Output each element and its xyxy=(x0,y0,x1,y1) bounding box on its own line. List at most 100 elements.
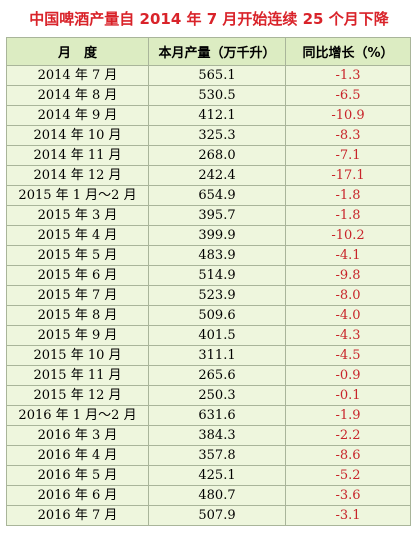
month-cell: 2015 年 12 月 xyxy=(6,385,149,406)
growth-cell: -4.3 xyxy=(285,325,411,346)
table-row: 2014 年 12 月 242.4 -17.1 xyxy=(6,165,411,186)
month-cell: 2016 年 3 月 xyxy=(6,425,149,446)
output-cell: 483.9 xyxy=(148,245,286,266)
table: 月 度本月产量（万千升） 同比增长（%） 2014 年 7 月 565.1 -1.3 2… xyxy=(6,37,411,526)
month-cell: 2015 年 5 月 xyxy=(6,245,149,266)
month-cell: 2014 年 8 月 xyxy=(6,85,149,106)
output-cell: 401.5 xyxy=(148,325,286,346)
output-cell: 507.9 xyxy=(148,505,286,526)
header-row: 月 度本月产量（万千升） 同比增长（%） xyxy=(6,37,411,66)
table-row: 2015 年 5 月 483.9 -4.1 xyxy=(6,245,411,266)
month-cell: 2015 年 4 月 xyxy=(6,225,149,246)
table-row: 2014 年 8 月 530.5 -6.5 xyxy=(6,85,411,106)
table-row: 2015 年 7 月 523.9 -8.0 xyxy=(6,285,411,306)
output-cell: 530.5 xyxy=(148,85,286,106)
output-cell: 509.6 xyxy=(148,305,286,326)
output-cell: 250.3 xyxy=(148,385,286,406)
table-row: 2014 年 11 月 268.0 -7.1 xyxy=(6,145,411,166)
header-cell: 本月产量（万千升） xyxy=(148,37,286,66)
output-cell: 565.1 xyxy=(148,65,286,86)
output-cell: 357.8 xyxy=(148,445,286,466)
month-cell: 2015 年 7 月 xyxy=(6,285,149,306)
table-row: 2015 年 1 月～2 月 654.9 -1.8 xyxy=(6,185,411,206)
output-cell: 311.1 xyxy=(148,345,286,366)
table-row: 2016 年 1 月～2 月 631.6 -1.9 xyxy=(6,405,411,426)
table-row: 2016 年 3 月 384.3 -2.2 xyxy=(6,425,411,446)
month-cell: 2015 年 9 月 xyxy=(6,325,149,346)
growth-cell: -1.8 xyxy=(285,185,411,206)
month-cell: 2016 年 7 月 xyxy=(6,505,149,526)
growth-cell: -9.8 xyxy=(285,265,411,286)
table-row: 2015 年 12 月 250.3 -0.1 xyxy=(6,385,411,406)
month-cell: 2015 年 8 月 xyxy=(6,305,149,326)
growth-cell: -2.2 xyxy=(285,425,411,446)
growth-cell: -3.6 xyxy=(285,485,411,506)
month-cell: 2015 年 3 月 xyxy=(6,205,149,226)
output-cell: 514.9 xyxy=(148,265,286,286)
table-row: 2014 年 10 月 325.3 -8.3 xyxy=(6,125,411,146)
month-cell: 2015 年 10 月 xyxy=(6,345,149,366)
growth-cell: -4.0 xyxy=(285,305,411,326)
table-row: 2015 年 3 月 395.7 -1.8 xyxy=(6,205,411,226)
output-cell: 268.0 xyxy=(148,145,286,166)
table-row: 2015 年 9 月 401.5 -4.3 xyxy=(6,325,411,346)
month-cell: 2014 年 10 月 xyxy=(6,125,149,146)
month-cell: 2015 年 1 月～2 月 xyxy=(6,185,149,206)
month-cell: 2015 年 6 月 xyxy=(6,265,149,286)
table-row: 2014 年 7 月 565.1 -1.3 xyxy=(6,65,411,86)
growth-cell: -1.8 xyxy=(285,205,411,226)
growth-cell: -17.1 xyxy=(285,165,411,186)
table-row: 2016 年 6 月 480.7 -3.6 xyxy=(6,485,411,506)
growth-cell: -10.9 xyxy=(285,105,411,126)
table-row: 2015 年 10 月 311.1 -4.5 xyxy=(6,345,411,366)
growth-cell: -8.3 xyxy=(285,125,411,146)
table-row: 2016 年 4 月 357.8 -8.6 xyxy=(6,445,411,466)
table-row: 2015 年 6 月 514.9 -9.8 xyxy=(6,265,411,286)
growth-cell: -4.5 xyxy=(285,345,411,366)
month-cell: 2014 年 12 月 xyxy=(6,165,149,186)
table-row: 2015 年 11 月 265.6 -0.9 xyxy=(6,365,411,386)
output-cell: 412.1 xyxy=(148,105,286,126)
growth-cell: -0.1 xyxy=(285,385,411,406)
growth-cell: -4.1 xyxy=(285,245,411,266)
output-cell: 325.3 xyxy=(148,125,286,146)
table-body: 2014 年 7 月 565.1 -1.3 2014 年 8 月 530.5 -6.5 20… xyxy=(6,65,411,526)
month-cell: 2016 年 4 月 xyxy=(6,445,149,466)
table-row: 2014 年 9 月 412.1 -10.9 xyxy=(6,105,411,126)
table-row: 2016 年 7 月 507.9 -3.1 xyxy=(6,505,411,526)
output-cell: 399.9 xyxy=(148,225,286,246)
growth-cell: -8.0 xyxy=(285,285,411,306)
output-cell: 395.7 xyxy=(148,205,286,226)
output-cell: 654.9 xyxy=(148,185,286,206)
growth-cell: -3.1 xyxy=(285,505,411,526)
growth-cell: -6.5 xyxy=(285,85,411,106)
growth-cell: -5.2 xyxy=(285,465,411,486)
month-cell: 2016 年 5 月 xyxy=(6,465,149,486)
header-cell: 月 度 xyxy=(6,37,149,66)
month-cell: 2016 年 1 月～2 月 xyxy=(6,405,149,426)
growth-cell: -1.3 xyxy=(285,65,411,86)
output-cell: 425.1 xyxy=(148,465,286,486)
output-cell: 265.6 xyxy=(148,365,286,386)
output-cell: 480.7 xyxy=(148,485,286,506)
month-cell: 2014 年 9 月 xyxy=(6,105,149,126)
month-cell: 2014 年 11 月 xyxy=(6,145,149,166)
month-cell: 2014 年 7 月 xyxy=(6,65,149,86)
output-cell: 523.9 xyxy=(148,285,286,306)
table-row: 2015 年 4 月 399.9 -10.2 xyxy=(6,225,411,246)
growth-cell: -10.2 xyxy=(285,225,411,246)
output-cell: 384.3 xyxy=(148,425,286,446)
month-cell: 2016 年 6 月 xyxy=(6,485,149,506)
growth-cell: -7.1 xyxy=(285,145,411,166)
output-cell: 242.4 xyxy=(148,165,286,186)
output-cell: 631.6 xyxy=(148,405,286,426)
growth-cell: -1.9 xyxy=(285,405,411,426)
table-row: 2016 年 5 月 425.1 -5.2 xyxy=(6,465,411,486)
month-cell: 2015 年 11 月 xyxy=(6,365,149,386)
table-row: 2015 年 8 月 509.6 -4.0 xyxy=(6,305,411,326)
header-cell: 同比增长（%） xyxy=(285,37,411,66)
growth-cell: -8.6 xyxy=(285,445,411,466)
growth-cell: -0.9 xyxy=(285,365,411,386)
title: 中国啤酒产量自 2014 年 7 月开始连续 25 个月下降 xyxy=(29,10,389,28)
